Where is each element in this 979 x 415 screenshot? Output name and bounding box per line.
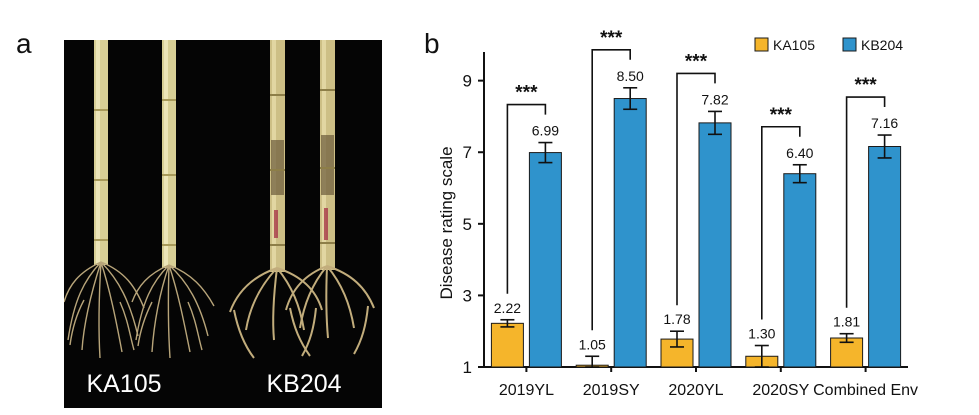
y-tick-label-0: 1 (463, 358, 472, 377)
data-label-kb204-1: 8.50 (617, 68, 644, 84)
bar-kb204-4 (868, 146, 902, 368)
chart-bars: 2.22 6.99 *** 1.05 8.50 *** 1.78 7.82 *** 1.30 6.4… (490, 30, 902, 368)
x-tick-label-2: 2020YL (668, 382, 723, 399)
y-tick-label-3: 7 (463, 143, 472, 162)
x-tick-label-4: Combined Env (813, 382, 918, 399)
photo-label-ka105: KA105 (86, 370, 161, 398)
legend-swatch-kb204 (842, 37, 857, 52)
chart-axes: 1 3 5 7 9 2019YL 2019SY 2020YL 2020SY Combined En… (463, 52, 918, 399)
chart-legend: KA105 KB204 (754, 37, 903, 53)
bar-kb204-2 (698, 122, 732, 368)
bar-chart: 1 3 5 7 9 2019YL 2019SY 2020YL 2020SY Combined En… (437, 30, 918, 399)
kb204-stalk-2 (285, 40, 375, 357)
data-label-ka105-4: 1.81 (833, 314, 860, 330)
significance-bracket-1 (591, 48, 631, 331)
data-label-kb204-0: 6.99 (532, 123, 559, 139)
bar-kb204-0 (528, 152, 562, 368)
significance-mark-4: *** (855, 75, 878, 96)
y-tick-label-2: 5 (463, 215, 472, 234)
significance-mark-3: *** (770, 105, 793, 126)
significance-mark-1: *** (600, 30, 623, 49)
data-label-ka105-3: 1.30 (748, 326, 775, 342)
panel-a-label: a (16, 28, 32, 59)
x-tick-label-1: 2019SY (583, 382, 640, 399)
significance-mark-0: *** (515, 83, 538, 104)
legend-swatch-ka105 (754, 37, 769, 52)
significance-mark-2: *** (685, 51, 708, 72)
x-tick-label-3: 2020SY (752, 382, 809, 399)
data-label-kb204-2: 7.82 (701, 91, 728, 107)
data-label-kb204-3: 6.40 (786, 145, 813, 161)
x-tick-label-0: 2019YL (499, 382, 554, 399)
bar-kb204-3 (783, 173, 817, 368)
data-label-ka105-0: 2.22 (494, 300, 521, 316)
significance-bracket-4 (845, 96, 886, 308)
kb204-stalk-1 (229, 40, 323, 359)
y-tick-label-1: 3 (463, 286, 472, 305)
bar-ka105-0 (490, 322, 524, 368)
significance-bracket-0 (506, 103, 547, 294)
photo-label-kb204: KB204 (266, 370, 341, 398)
ka105-stalk-2 (131, 40, 215, 359)
legend-label-ka105: KA105 (773, 37, 815, 53)
stalk-photo: KA105 KB204 (64, 40, 382, 408)
bar-kb204-1 (613, 98, 647, 368)
ka105-stalk-1 (64, 40, 145, 359)
legend-label-kb204: KB204 (861, 37, 903, 53)
data-label-kb204-4: 7.16 (871, 115, 898, 131)
y-axis-label: Disease rating scale (437, 146, 456, 299)
y-tick-label-4: 9 (463, 72, 472, 91)
data-label-ka105-1: 1.05 (579, 336, 606, 352)
panel-b-label: b (424, 28, 440, 59)
data-label-ka105-2: 1.78 (663, 311, 690, 327)
significance-bracket-3 (761, 125, 801, 320)
significance-bracket-2 (676, 72, 716, 306)
